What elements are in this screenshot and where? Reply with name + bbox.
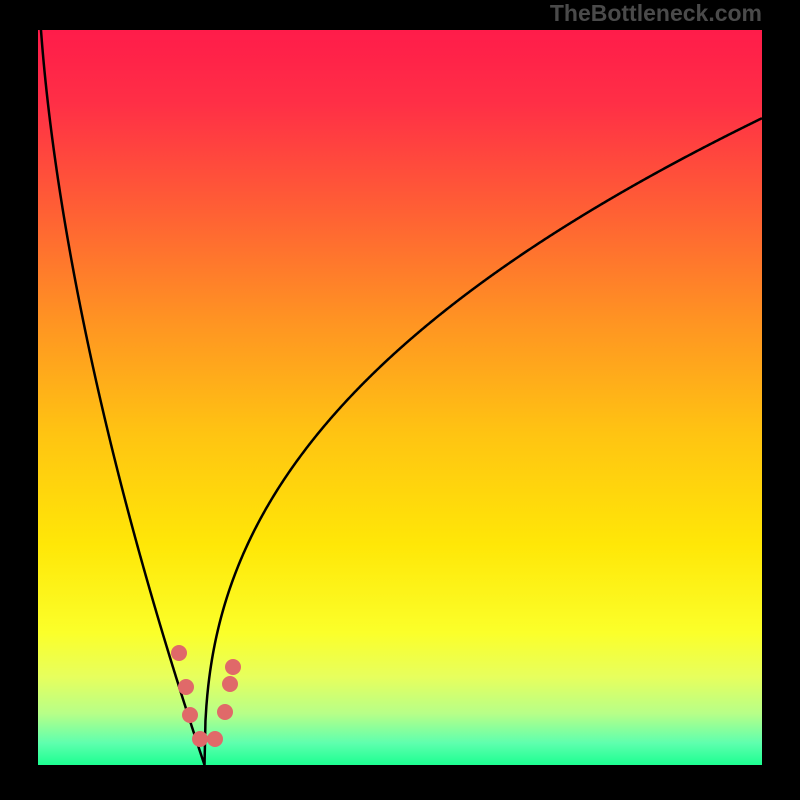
data-marker-2 (182, 707, 198, 723)
plot-area (38, 30, 762, 765)
data-marker-5 (217, 704, 233, 720)
data-marker-4 (207, 731, 223, 747)
curve-svg (38, 30, 762, 765)
data-marker-1 (178, 679, 194, 695)
data-marker-3 (192, 731, 208, 747)
data-marker-6 (222, 676, 238, 692)
chart-container: TheBottleneck.com (0, 0, 800, 800)
data-marker-7 (225, 659, 241, 675)
bottleneck-curve (38, 30, 762, 765)
watermark-text: TheBottleneck.com (550, 0, 762, 27)
data-marker-0 (171, 645, 187, 661)
